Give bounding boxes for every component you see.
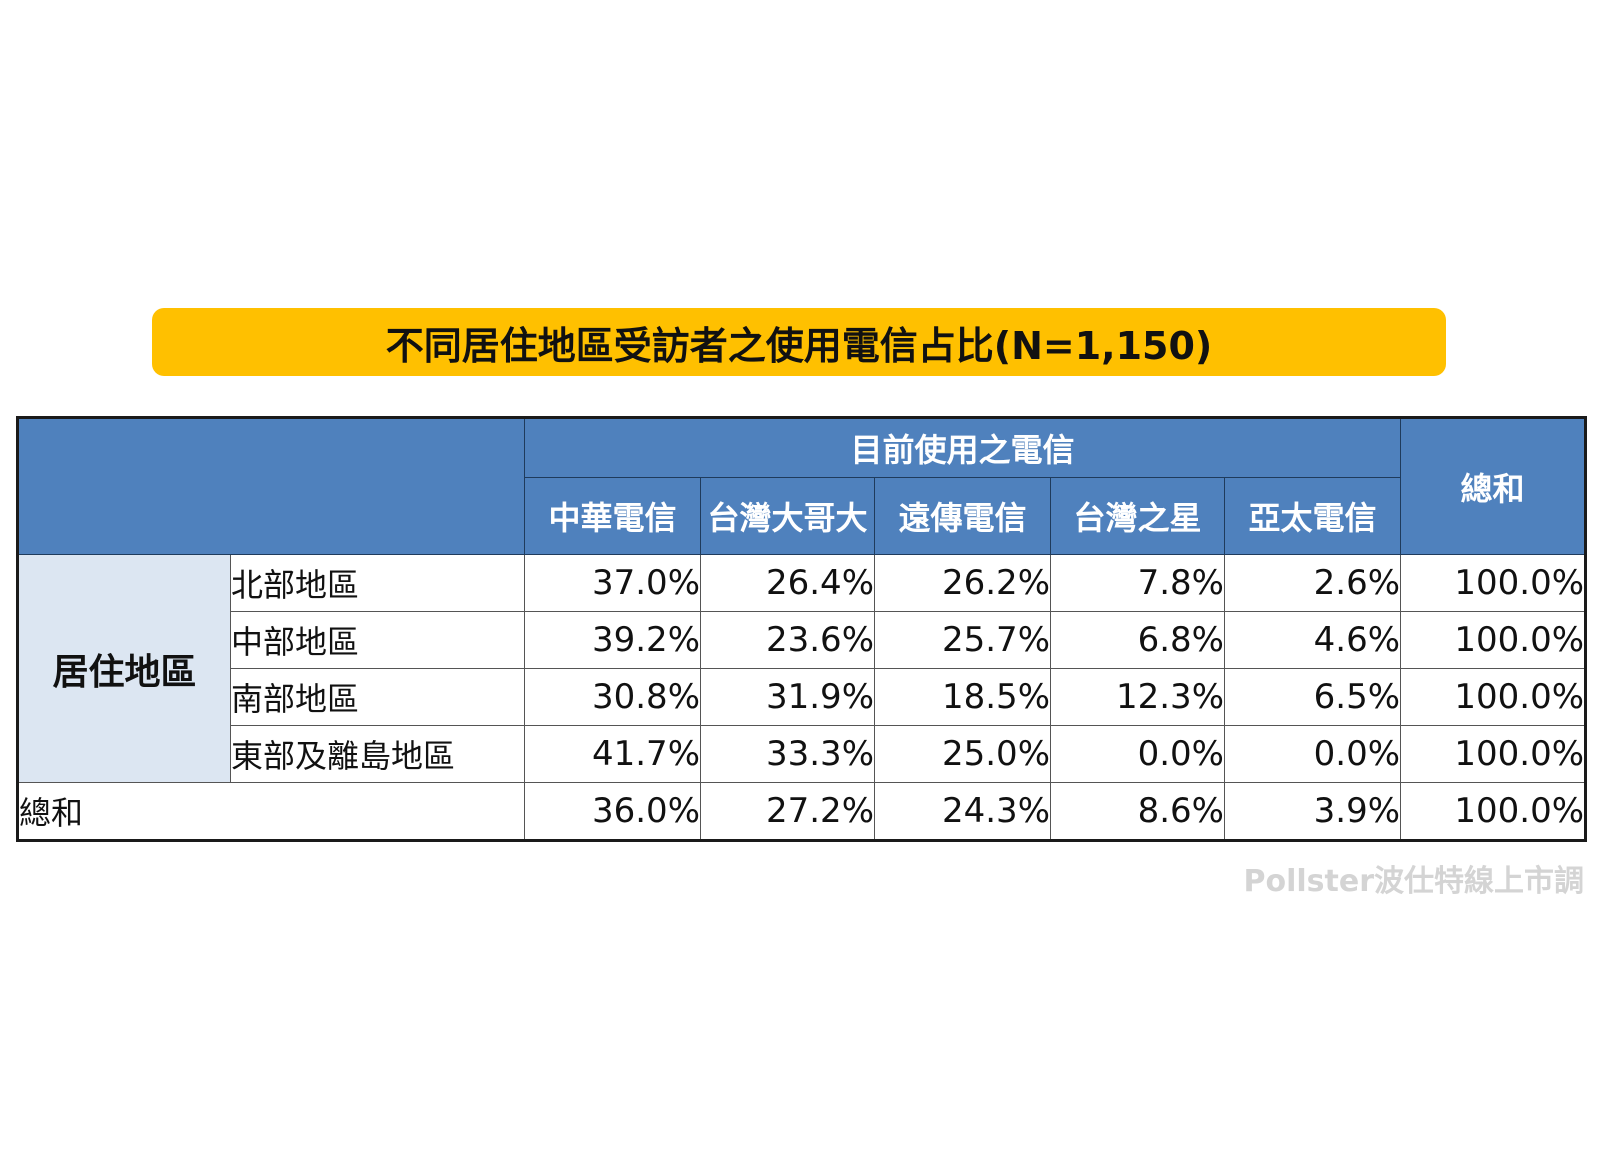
row-label: 東部及離島地區 (230, 725, 525, 783)
value-cell: 33.3% (700, 725, 875, 783)
watermark: Pollster波仕特線上市調 (1243, 864, 1584, 899)
value-cell: 25.0% (874, 725, 1051, 783)
value-cell: 12.3% (1050, 668, 1225, 726)
row-group-label: 居住地區 (17, 554, 231, 783)
row-label: 北部地區 (230, 554, 525, 612)
value-cell: 3.9% (1223, 782, 1402, 841)
value-cell: 41.7% (524, 725, 701, 783)
corner-blank-header (17, 417, 525, 555)
total-row: 總和 36.0% 27.2% 24.3% 8.6% 3.9% 100.0% (17, 782, 1587, 841)
row-total-cell: 100.0% (1400, 668, 1587, 726)
value-cell: 23.6% (700, 611, 875, 669)
group-header: 目前使用之電信 (523, 417, 1402, 478)
value-cell: 6.8% (1050, 611, 1225, 669)
value-cell: 25.7% (874, 611, 1051, 669)
column-header: 台灣之星 (1050, 477, 1225, 555)
row-total-cell: 100.0% (1400, 554, 1587, 612)
column-header: 亞太電信 (1223, 477, 1402, 555)
value-cell: 30.8% (524, 668, 701, 726)
table-row: 居住地區 北部地區 37.0% 26.4% 26.2% 7.8% 2.6% 10… (17, 554, 1587, 783)
value-cell: 27.2% (700, 782, 875, 841)
row-label: 南部地區 (230, 668, 525, 726)
value-cell: 2.6% (1223, 554, 1402, 612)
column-header: 遠傳電信 (874, 477, 1051, 555)
value-cell: 0.0% (1050, 725, 1225, 783)
value-cell: 7.8% (1050, 554, 1225, 612)
row-total-cell: 100.0% (1400, 611, 1587, 669)
column-header: 中華電信 (524, 477, 701, 555)
value-cell: 24.3% (874, 782, 1051, 841)
table-row: 中部地區 39.2% 23.6% 25.7% 6.8% 4.6% 100.0% (18, 611, 1587, 669)
column-header: 台灣大哥大 (700, 477, 875, 555)
total-column-header: 總和 (1400, 417, 1587, 555)
value-cell: 26.2% (874, 554, 1051, 612)
value-cell: 0.0% (1223, 725, 1402, 783)
survey-table: 目前使用之電信 總和 中華電信 台灣大哥大 遠傳電信 台灣之星 亞太電信 居住地… (16, 416, 1588, 842)
value-cell: 8.6% (1050, 782, 1225, 841)
value-cell: 37.0% (524, 554, 701, 612)
table-title: 不同居住地區受訪者之使用電信占比(N=1,150) (152, 308, 1446, 376)
total-row-label: 總和 (17, 782, 525, 841)
row-total-cell: 100.0% (1400, 725, 1587, 783)
value-cell: 36.0% (524, 782, 701, 841)
value-cell: 26.4% (700, 554, 875, 612)
value-cell: 31.9% (700, 668, 875, 726)
value-cell: 4.6% (1223, 611, 1402, 669)
row-label: 中部地區 (230, 611, 525, 669)
table-row: 南部地區 30.8% 31.9% 18.5% 12.3% 6.5% 100.0% (18, 668, 1587, 726)
row-total-cell: 100.0% (1400, 782, 1587, 841)
value-cell: 18.5% (874, 668, 1051, 726)
value-cell: 39.2% (524, 611, 701, 669)
table-row: 東部及離島地區 41.7% 33.3% 25.0% 0.0% 0.0% 100.… (18, 725, 1587, 783)
value-cell: 6.5% (1223, 668, 1402, 726)
